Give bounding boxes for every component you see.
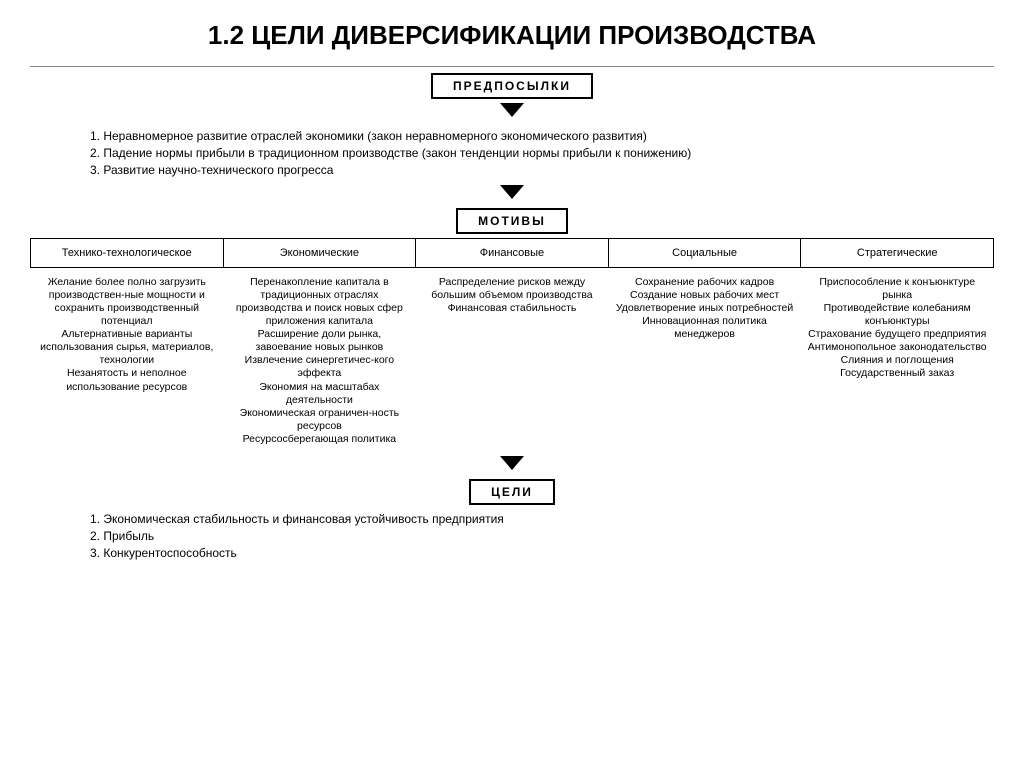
motives-label: МОТИВЫ [456, 208, 568, 234]
preconditions-label: ПРЕДПОСЫЛКИ [431, 73, 593, 99]
diagram-container: 1.2 ЦЕЛИ ДИВЕРСИФИКАЦИИ ПРОИЗВОДСТВА ПРЕ… [0, 0, 1024, 588]
col-header: Финансовые [416, 238, 609, 267]
list-item: 3. Конкурентоспособность [90, 545, 994, 562]
arrow-down-icon [500, 456, 524, 470]
col-body: Перенакопление капитала в традиционных о… [229, 276, 410, 447]
col-header: Технико-технологическое [31, 238, 224, 267]
list-item: 3. Развитие научно-технического прогресс… [90, 162, 994, 179]
goals-label: ЦЕЛИ [469, 479, 555, 505]
col-header: Социальные [608, 238, 801, 267]
arrow-down-icon [500, 103, 524, 117]
goals-list: 1. Экономическая стабильность и финансов… [90, 511, 994, 561]
col-body: Сохранение рабочих кадровСоздание новых … [614, 276, 795, 342]
list-item: 2. Прибыль [90, 528, 994, 545]
list-item: 1. Неравномерное развитие отраслей эконо… [90, 128, 994, 145]
preconditions-list: 1. Неравномерное развитие отраслей эконо… [90, 128, 994, 178]
col-header: Стратегические [801, 238, 994, 267]
divider [30, 66, 994, 67]
page-title: 1.2 ЦЕЛИ ДИВЕРСИФИКАЦИИ ПРОИЗВОДСТВА [30, 20, 994, 51]
col-header: Экономические [223, 238, 416, 267]
col-body: Распределение рисков между большим объем… [422, 276, 603, 315]
col-body: Приспособление к конъюнктуре рынкаПротив… [807, 276, 988, 381]
list-item: 2. Падение нормы прибыли в традиционном … [90, 145, 994, 162]
motives-table: Технико-технологическое Экономические Фи… [30, 238, 994, 451]
arrow-down-icon [500, 185, 524, 199]
list-item: 1. Экономическая стабильность и финансов… [90, 511, 994, 528]
col-body: Желание более полно загрузить производст… [37, 276, 218, 394]
